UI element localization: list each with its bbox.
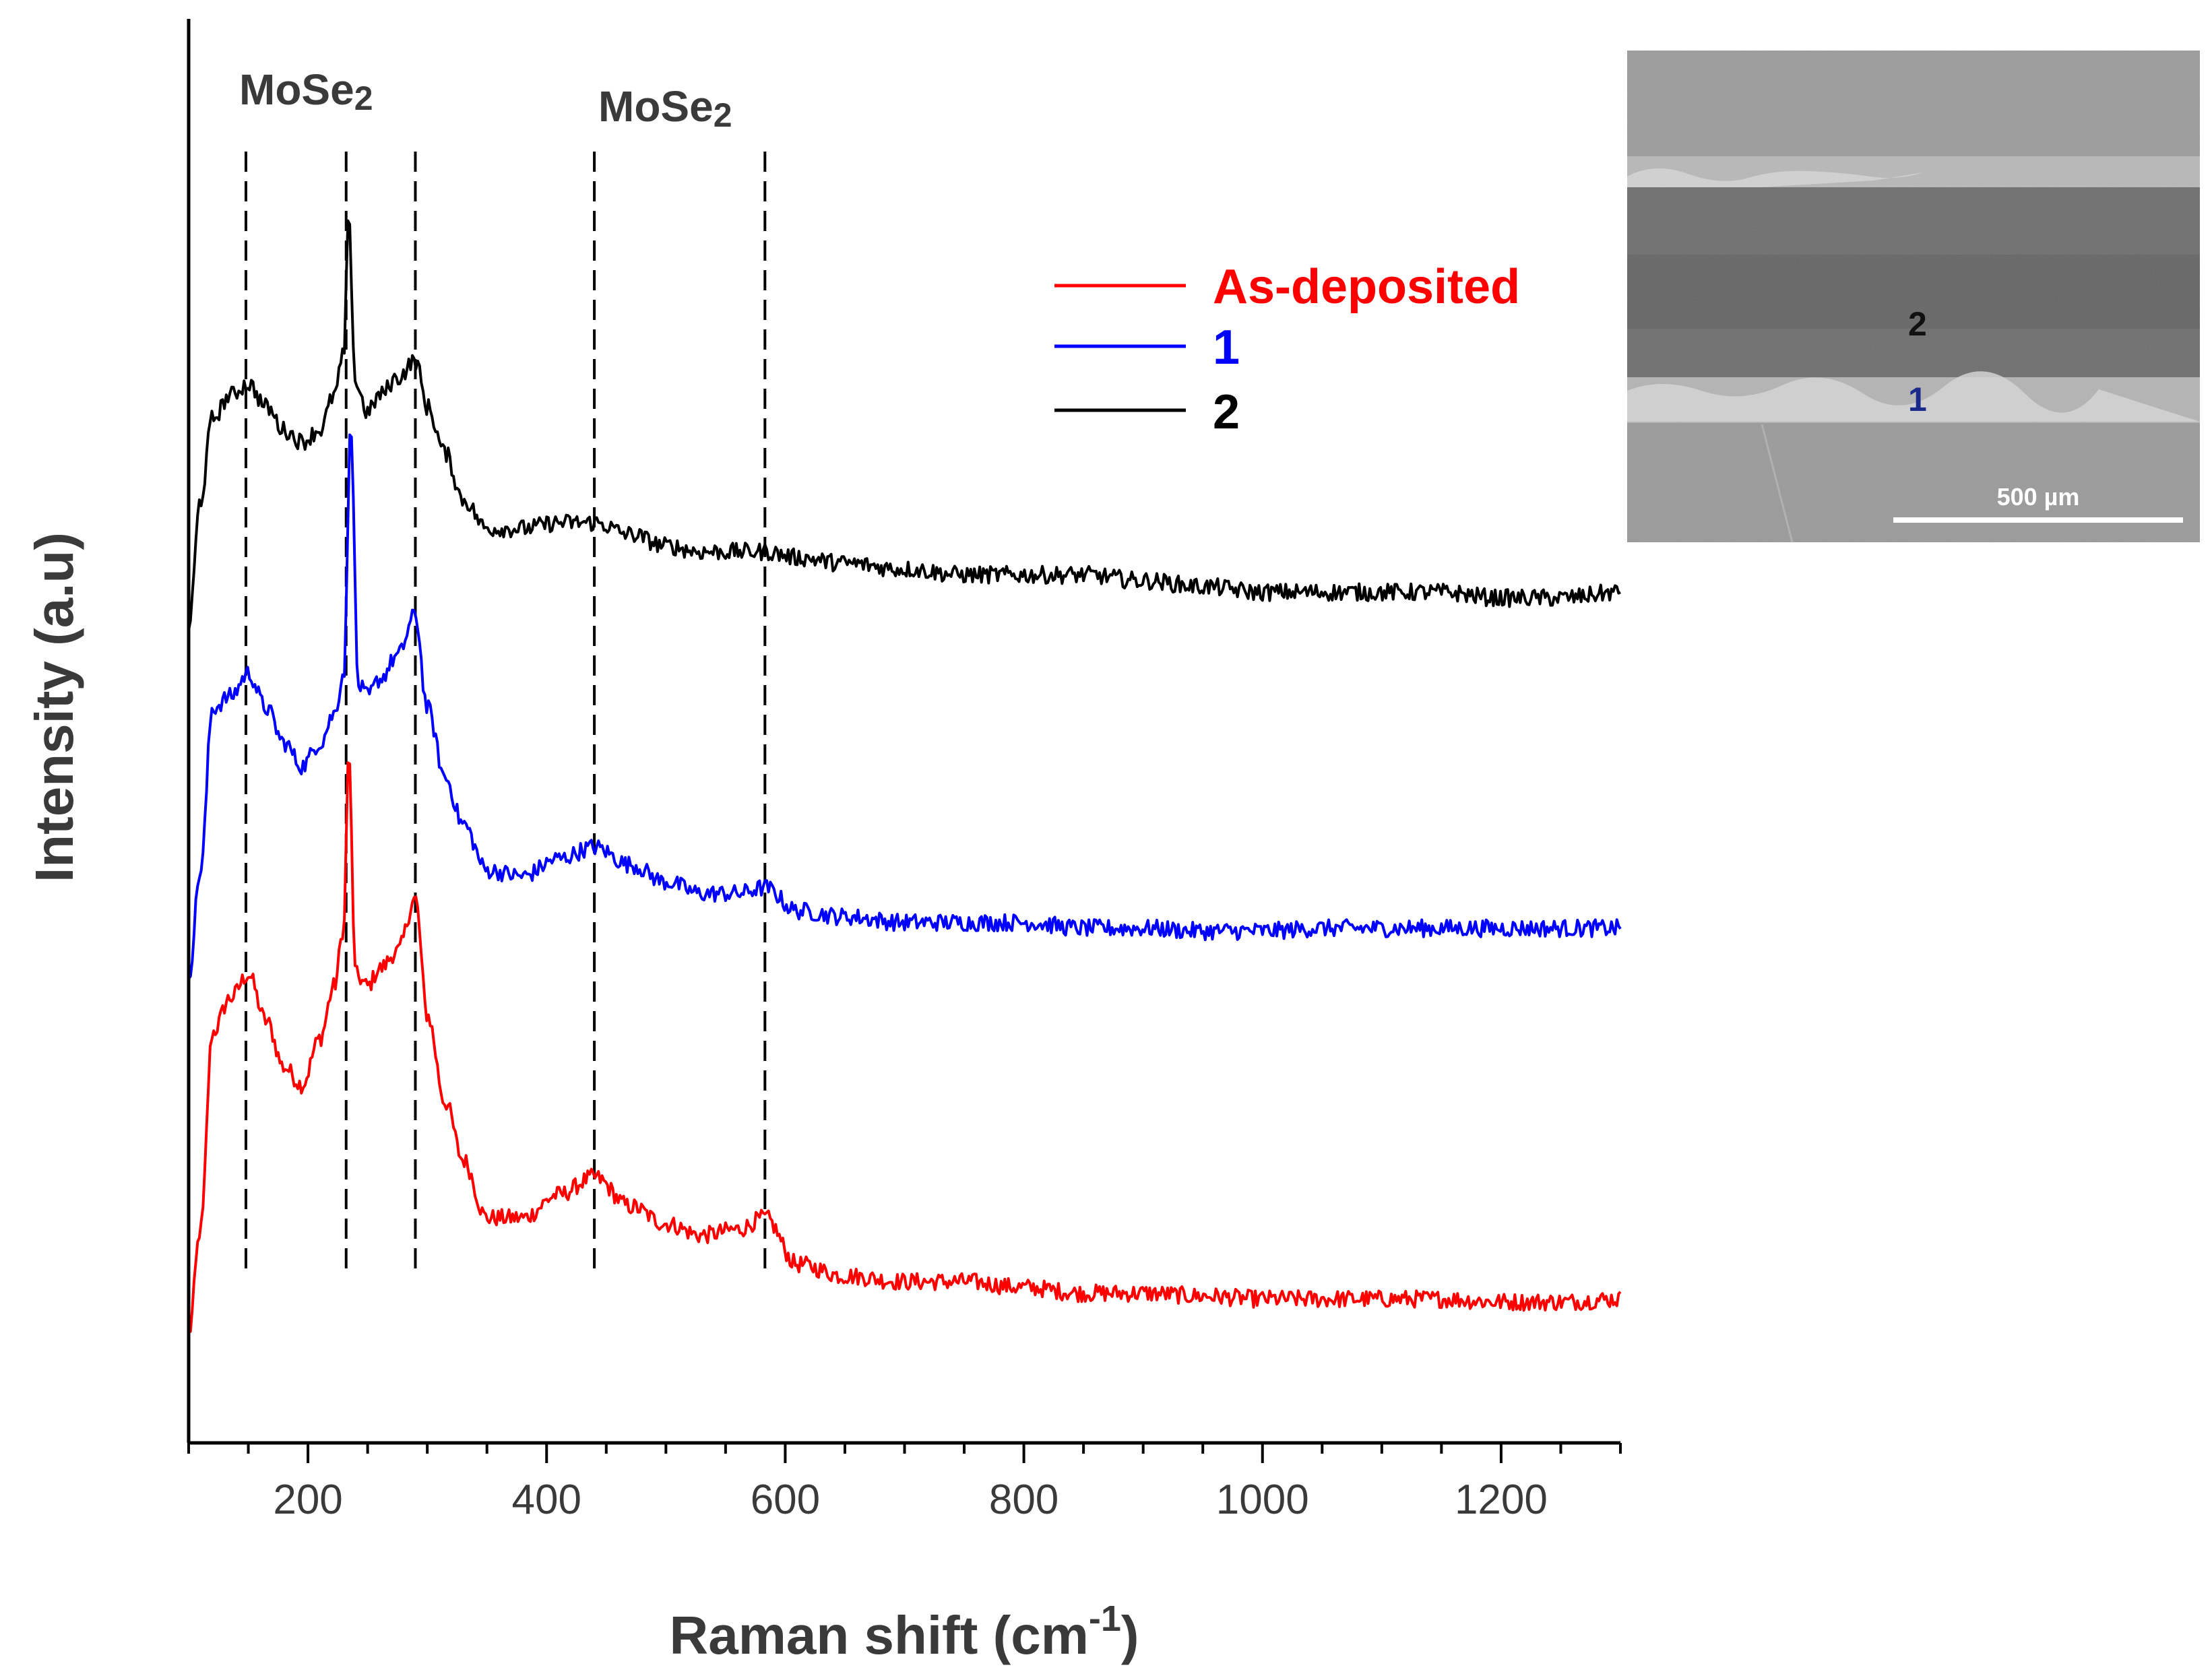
peak-label-2: MoSe2 [598, 82, 732, 134]
x-axis-ticks: 200 400 600 800 1000 1200 [187, 1443, 1622, 1523]
x-tick-label-200: 200 [273, 1477, 342, 1523]
x-tick-label-400: 400 [512, 1477, 581, 1523]
x-tick-label-800: 800 [989, 1477, 1058, 1523]
legend: As-deposited 1 2 [1054, 260, 1520, 439]
series-line-2 [189, 219, 1621, 631]
inset-label-1: 1 [1908, 381, 1927, 418]
inset-sem-image: 2 1 500 µm [1627, 51, 2200, 543]
series-line-as-deposited [189, 761, 1622, 1333]
peak-labels: MoSe2 MoSe2 [239, 65, 732, 134]
inset-label-2: 2 [1908, 305, 1927, 343]
x-tick-label-1200: 1200 [1455, 1477, 1548, 1523]
x-axis-title: Raman shift (cm-1) [669, 1598, 1139, 1665]
x-tick-label-600: 600 [751, 1477, 820, 1523]
series-line-1 [189, 433, 1622, 979]
legend-label-1: 1 [1213, 321, 1240, 375]
peak-label-1: MoSe2 [239, 65, 373, 117]
legend-label-2: 2 [1213, 385, 1240, 439]
legend-label-as-deposited: As-deposited [1213, 260, 1520, 314]
y-axis-title: Intensity (a.u) [24, 532, 84, 882]
x-tick-label-1000: 1000 [1216, 1477, 1309, 1523]
peak-reference-lines [245, 152, 767, 1277]
series-group [189, 219, 1622, 1333]
inset-scale-bar-label: 500 µm [1997, 483, 2080, 511]
inset-noise-overlay [1627, 51, 2200, 542]
